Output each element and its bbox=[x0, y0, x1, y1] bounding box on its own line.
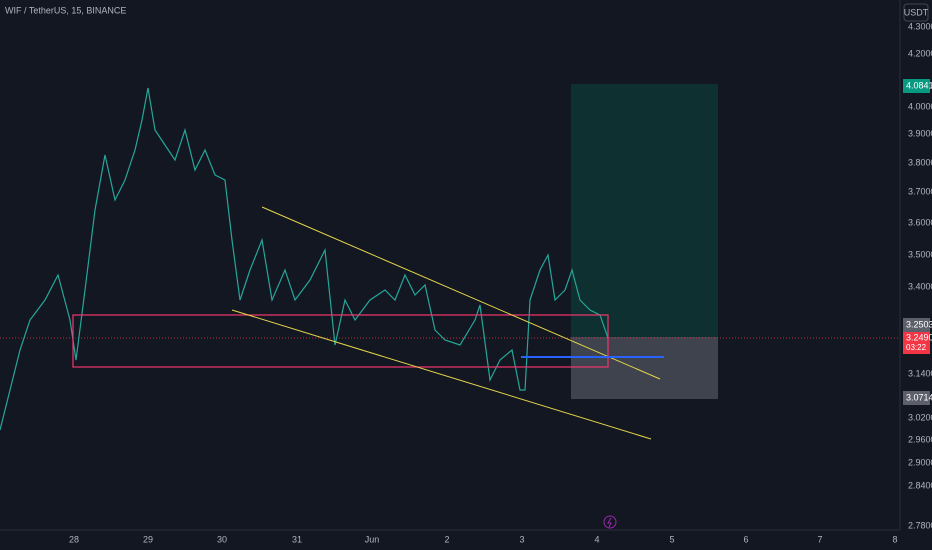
target-price: 4.0841 bbox=[906, 80, 932, 90]
price-label: 3.1400 bbox=[908, 368, 932, 378]
price-label: 3.9000 bbox=[908, 128, 932, 138]
date-label: 2 bbox=[444, 534, 449, 544]
price-label: 4.3000 bbox=[908, 21, 932, 31]
high-price: 3.2503 bbox=[906, 319, 932, 329]
date-label: 8 bbox=[892, 534, 897, 544]
price-label: 2.9000 bbox=[908, 457, 932, 467]
trend-line bbox=[261, 206, 661, 380]
price-label: 3.0200 bbox=[908, 412, 932, 422]
date-label: 3 bbox=[519, 534, 524, 544]
price-label: 3.5000 bbox=[908, 249, 932, 259]
profit-zone bbox=[571, 84, 718, 337]
date-label: 30 bbox=[217, 534, 227, 544]
date-label: 28 bbox=[69, 534, 79, 544]
date-label: 4 bbox=[594, 534, 599, 544]
range-box bbox=[72, 314, 609, 368]
date-label: 29 bbox=[143, 534, 153, 544]
price-label: 3.6000 bbox=[908, 217, 932, 227]
trend-line bbox=[231, 309, 652, 440]
stop-price: 3.0714 bbox=[906, 392, 932, 402]
price-label: 3.7000 bbox=[908, 186, 932, 196]
loss-zone bbox=[571, 337, 718, 399]
price-label: 2.7800 bbox=[908, 520, 932, 530]
price-label: 4.0000 bbox=[908, 101, 932, 111]
time-axis: 28 29 30 31 Jun 2 3 4 5 6 7 8 bbox=[69, 534, 898, 544]
last-badge bbox=[903, 332, 930, 354]
currency-label[interactable]: USDT bbox=[904, 7, 929, 17]
date-label: Jun bbox=[365, 534, 380, 544]
price-label: 3.4000 bbox=[908, 281, 932, 291]
countdown: 03:22 bbox=[906, 343, 927, 352]
price-label: 2.9600 bbox=[908, 434, 932, 444]
date-label: 7 bbox=[817, 534, 822, 544]
price-axis: 4.3000 4.2000 4.0000 3.9000 3.8000 3.700… bbox=[903, 21, 932, 530]
price-label: 2.8400 bbox=[908, 480, 932, 490]
events-icon-bolt bbox=[607, 517, 612, 528]
symbol-title: WIF / TetherUS, 15, BINANCE bbox=[5, 5, 126, 15]
events-icon[interactable] bbox=[603, 515, 617, 529]
high-badge bbox=[903, 318, 930, 332]
price-label: 3.8000 bbox=[908, 157, 932, 167]
last-price: 3.2490 bbox=[906, 332, 932, 342]
date-label: 31 bbox=[292, 534, 302, 544]
target-badge bbox=[903, 79, 930, 93]
date-label: 6 bbox=[743, 534, 748, 544]
date-label: 5 bbox=[669, 534, 674, 544]
currency-button[interactable] bbox=[903, 3, 929, 22]
price-series bbox=[0, 87, 609, 431]
price-label: 4.2000 bbox=[908, 48, 932, 58]
stop-badge bbox=[903, 391, 930, 405]
